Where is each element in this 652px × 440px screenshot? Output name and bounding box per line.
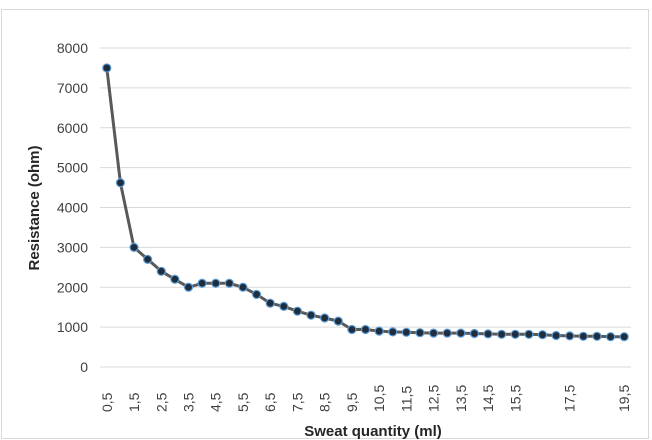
data-point bbox=[483, 329, 493, 339]
y-tick-label: 8000 bbox=[57, 40, 88, 56]
data-point bbox=[401, 327, 411, 337]
data-point bbox=[238, 282, 248, 292]
x-tick-label: 4,5 bbox=[208, 392, 224, 412]
data-point bbox=[156, 266, 166, 276]
x-tick-label: 17,5 bbox=[562, 385, 578, 412]
x-tick-label: 6,5 bbox=[262, 392, 278, 412]
y-tick-label: 3000 bbox=[57, 239, 88, 255]
x-tick-label: 7,5 bbox=[289, 392, 305, 412]
data-point bbox=[224, 278, 234, 288]
data-point bbox=[292, 306, 303, 316]
data-point bbox=[170, 274, 180, 284]
data-point bbox=[129, 242, 139, 252]
x-tick-label: 2,5 bbox=[153, 392, 169, 412]
data-point bbox=[183, 282, 194, 292]
data-point bbox=[469, 328, 480, 339]
data-point bbox=[211, 278, 221, 288]
y-tick-label: 0 bbox=[80, 359, 88, 375]
x-tick-label: 10,5 bbox=[371, 385, 387, 412]
data-point bbox=[442, 328, 452, 338]
gridlines bbox=[100, 47, 631, 368]
data-point bbox=[497, 329, 507, 339]
data-point bbox=[592, 331, 602, 341]
data-point bbox=[115, 178, 126, 188]
x-tick-label: 11,5 bbox=[398, 386, 414, 412]
data-point bbox=[102, 63, 112, 73]
data-point bbox=[619, 332, 629, 342]
x-tick-label: 3,5 bbox=[181, 392, 197, 412]
x-tick-label: 0,5 bbox=[99, 392, 115, 412]
data-point bbox=[415, 328, 425, 338]
data-point bbox=[578, 331, 588, 341]
data-point bbox=[374, 326, 384, 336]
y-tick-label: 2000 bbox=[57, 279, 88, 295]
data-point bbox=[347, 324, 357, 335]
data-point bbox=[197, 278, 207, 288]
series-line bbox=[105, 67, 625, 339]
x-tick-label: 5,5 bbox=[235, 392, 251, 412]
x-tick-label: 1,5 bbox=[126, 392, 142, 412]
data-point bbox=[265, 298, 275, 308]
x-axis-title: Sweat quantity (ml) bbox=[304, 423, 442, 440]
y-tick-label: 4000 bbox=[57, 200, 88, 216]
data-point bbox=[360, 324, 371, 335]
y-tick-label: 7000 bbox=[57, 80, 88, 96]
series-group bbox=[102, 63, 629, 342]
y-tick-label: 6000 bbox=[57, 120, 88, 136]
y-tick-label: 1000 bbox=[57, 319, 88, 335]
x-tick-label: 15,5 bbox=[507, 385, 523, 412]
data-point bbox=[565, 331, 575, 341]
data-point bbox=[388, 327, 398, 337]
y-axis-title: Resistance (ohm) bbox=[26, 145, 43, 270]
data-point bbox=[510, 329, 520, 339]
x-tick-label: 12,5 bbox=[426, 385, 442, 412]
x-tick-label: 9,5 bbox=[344, 392, 360, 412]
data-point bbox=[320, 313, 330, 323]
data-point bbox=[605, 332, 616, 342]
data-point bbox=[251, 289, 262, 300]
data-point bbox=[456, 328, 466, 338]
data-point bbox=[143, 254, 153, 264]
data-point bbox=[306, 310, 316, 320]
y-tick-label: 5000 bbox=[57, 160, 88, 176]
data-point bbox=[537, 330, 548, 340]
data-point bbox=[551, 330, 561, 341]
data-point bbox=[524, 329, 534, 339]
data-point bbox=[428, 328, 439, 338]
data-point bbox=[333, 316, 343, 326]
x-tick-label: 8,5 bbox=[317, 392, 333, 412]
x-axis-ticks: 0,5 1,5 2,5 3,5 4,5 5,5 6,5 7,5 8,5 9,5 10,5 11,5 12… bbox=[99, 385, 632, 412]
x-tick-label: 19,5 bbox=[616, 385, 632, 412]
y-axis-ticks: 0 1000 2000 3000 4000 5000 6000 7000 8000 bbox=[57, 40, 88, 375]
x-tick-label: 14,5 bbox=[480, 385, 496, 412]
x-tick-label: 13,5 bbox=[453, 385, 469, 412]
data-point bbox=[279, 301, 289, 311]
